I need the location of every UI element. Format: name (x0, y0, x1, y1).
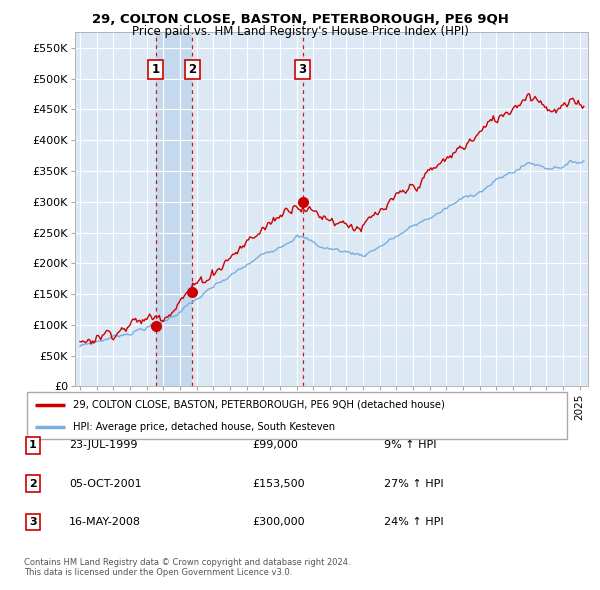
Text: Contains HM Land Registry data © Crown copyright and database right 2024.
This d: Contains HM Land Registry data © Crown c… (24, 558, 350, 577)
Bar (156, 32, 193, 386)
Text: 29, COLTON CLOSE, BASTON, PETERBOROUGH, PE6 9QH: 29, COLTON CLOSE, BASTON, PETERBOROUGH, … (92, 13, 508, 26)
Text: 23-JUL-1999: 23-JUL-1999 (69, 441, 137, 450)
Text: 1: 1 (29, 441, 37, 450)
Text: 1: 1 (152, 63, 160, 76)
Text: 29, COLTON CLOSE, BASTON, PETERBOROUGH, PE6 9QH (detached house): 29, COLTON CLOSE, BASTON, PETERBOROUGH, … (73, 399, 445, 409)
Text: £153,500: £153,500 (252, 479, 305, 489)
Text: 2: 2 (188, 63, 196, 76)
Text: 3: 3 (29, 517, 37, 527)
FancyBboxPatch shape (27, 392, 567, 438)
Text: HPI: Average price, detached house, South Kesteven: HPI: Average price, detached house, Sout… (73, 422, 335, 432)
Text: 27% ↑ HPI: 27% ↑ HPI (384, 479, 443, 489)
Text: £99,000: £99,000 (252, 441, 298, 450)
Text: 9% ↑ HPI: 9% ↑ HPI (384, 441, 437, 450)
Text: Price paid vs. HM Land Registry's House Price Index (HPI): Price paid vs. HM Land Registry's House … (131, 25, 469, 38)
Text: 16-MAY-2008: 16-MAY-2008 (69, 517, 141, 527)
Text: 3: 3 (299, 63, 307, 76)
Text: 24% ↑ HPI: 24% ↑ HPI (384, 517, 443, 527)
Text: 05-OCT-2001: 05-OCT-2001 (69, 479, 142, 489)
Text: 2: 2 (29, 479, 37, 489)
Text: £300,000: £300,000 (252, 517, 305, 527)
